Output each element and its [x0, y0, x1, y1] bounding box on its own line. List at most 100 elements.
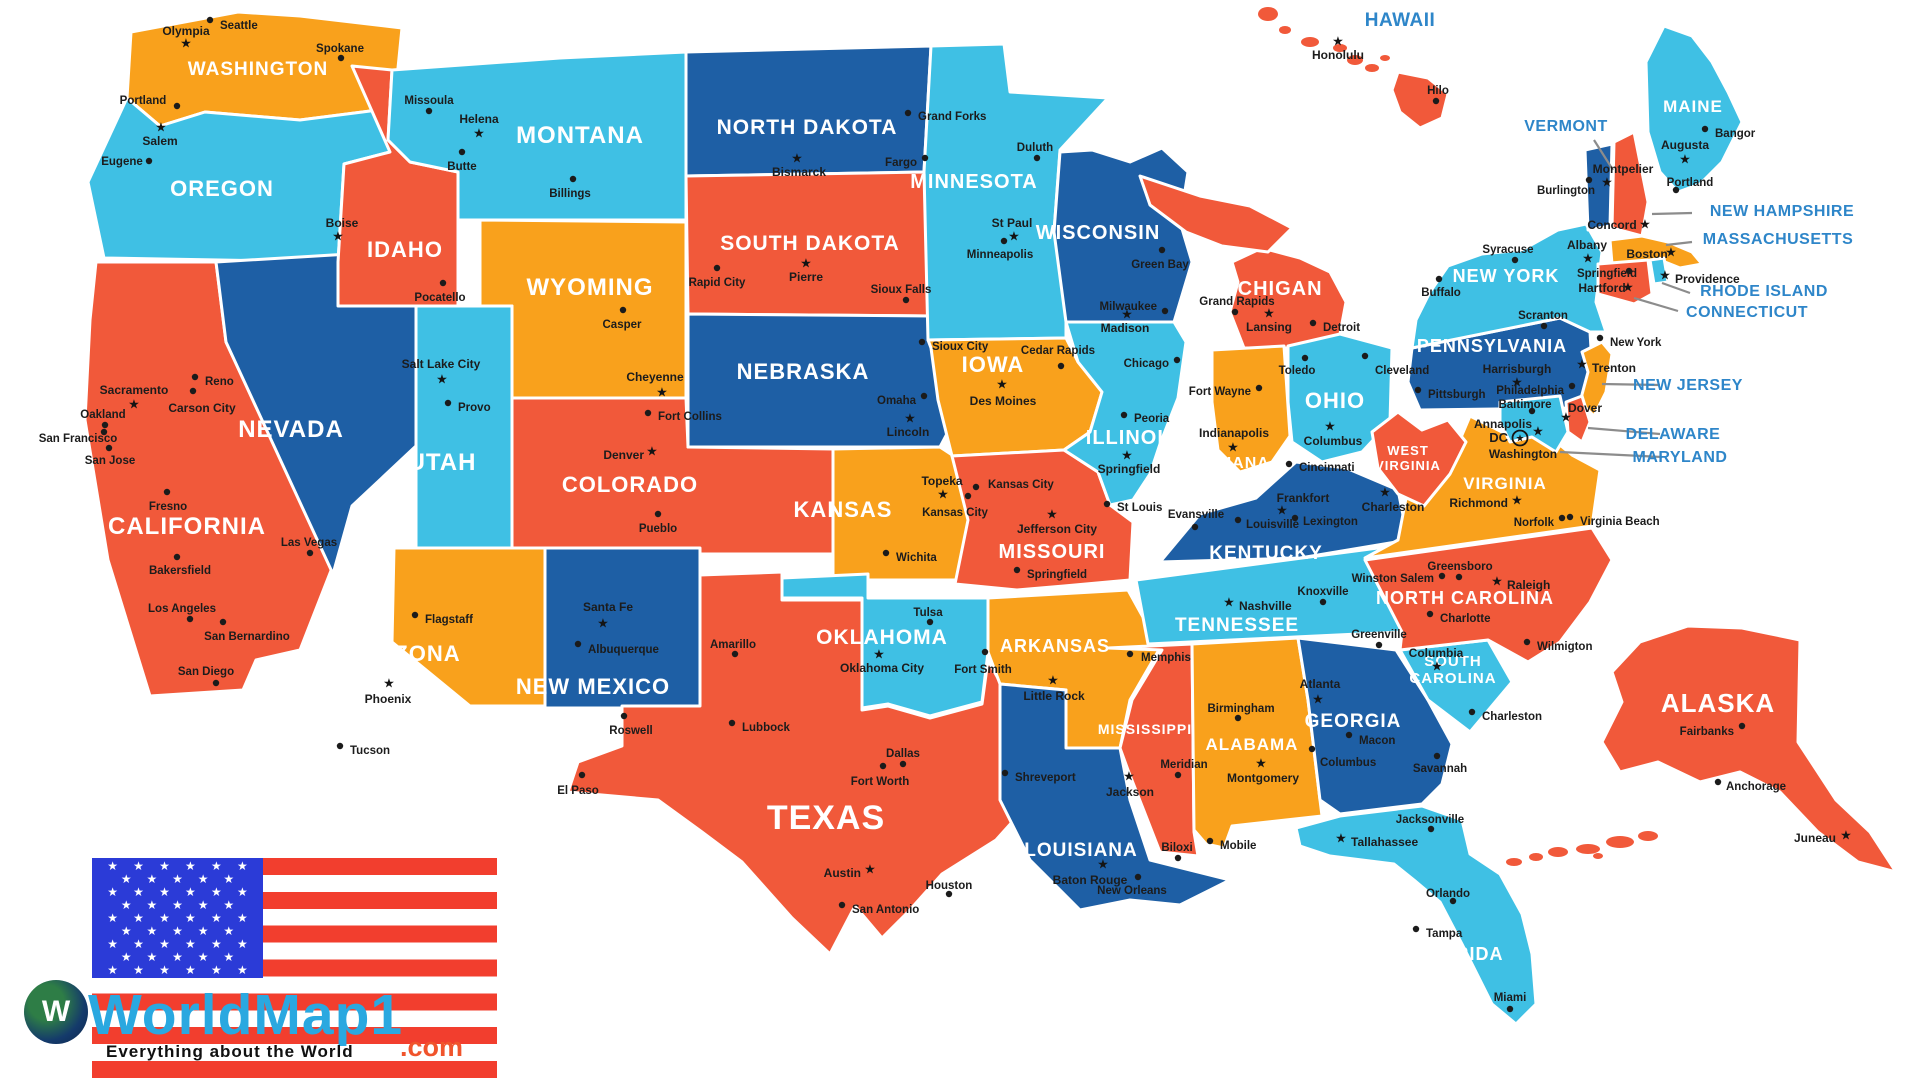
city-dot [1449, 897, 1457, 905]
city-dot [1432, 97, 1440, 105]
state-ut [414, 304, 514, 550]
island [1576, 844, 1600, 854]
state-me [1644, 24, 1744, 194]
city-label: Birmingham [1207, 703, 1274, 715]
state-label-nc: NORTH CAROLINA [1376, 588, 1554, 608]
flag-star-icon: ★ [146, 924, 158, 938]
city-dot [1158, 246, 1166, 254]
city-label: Bangor [1715, 128, 1756, 140]
capital-star: ★ [1379, 485, 1391, 500]
state-fl [1294, 804, 1538, 1026]
island [1529, 853, 1543, 861]
flag-star-row: ★ ★ ★ ★ ★ ★ [92, 937, 263, 951]
city-label: Knoxville [1297, 586, 1348, 598]
city-label: Helena [459, 112, 499, 126]
city-label: Butte [447, 161, 476, 173]
city-label: Boston [1626, 247, 1667, 261]
capital-star: ★ [1121, 448, 1133, 463]
city-label: Fairbanks [1680, 726, 1734, 738]
flag-star-icon: ★ [120, 898, 132, 912]
city-label: Savannah [1413, 763, 1467, 775]
state-label-ut: UTAH [408, 449, 477, 476]
city-label: Hartford [1578, 281, 1625, 295]
capital-star: ★ [1046, 507, 1058, 522]
city-dot [189, 387, 197, 395]
city-dot [921, 154, 929, 162]
city-label: New York [1610, 337, 1662, 349]
city-label: Evansville [1168, 509, 1224, 521]
city-dot [1013, 566, 1021, 574]
city-label: Topeka [921, 474, 962, 488]
city-dot [1468, 708, 1476, 716]
city-label: Kansas City [988, 479, 1054, 491]
flag-star-icon: ★ [107, 911, 118, 925]
city-dot [1120, 411, 1128, 419]
city-dot [1427, 825, 1435, 833]
flag-star-icon: ★ [120, 872, 132, 886]
flag-star-icon: ★ [223, 950, 235, 964]
flag-star-icon: ★ [146, 950, 158, 964]
city-dot [569, 175, 577, 183]
capital-star: ★ [332, 229, 344, 244]
capital-star: ★ [646, 444, 658, 459]
city-label: Sioux Falls [871, 284, 932, 296]
island [1301, 37, 1319, 47]
state-label-ks: KANSAS [794, 497, 893, 522]
island [1593, 853, 1603, 859]
island [1333, 44, 1347, 52]
city-label: Missoula [404, 95, 454, 107]
city-dot [620, 712, 628, 720]
flag-star-icon: ★ [211, 937, 222, 951]
flag-star-icon: ★ [211, 885, 222, 899]
city-label: Fort Wayne [1189, 386, 1251, 398]
state-ok [780, 572, 990, 718]
city-dot [219, 618, 227, 626]
city-label: Tallahassee [1351, 835, 1418, 849]
city-dot [1345, 731, 1353, 739]
flag-star-icon: ★ [159, 885, 170, 899]
city-label: Amarillo [710, 639, 756, 651]
capital-star: ★ [1335, 831, 1347, 846]
capital-star: ★ [1532, 424, 1544, 439]
city-label: Cheyenne [626, 370, 684, 384]
city-dot [1426, 610, 1434, 618]
flag-star-icon: ★ [236, 885, 248, 899]
flag-star-icon: ★ [172, 898, 183, 912]
city-dot [337, 54, 345, 62]
flag-star-icon: ★ [185, 963, 196, 977]
city-label: Lubbock [742, 722, 791, 734]
city-dot [731, 650, 739, 658]
city-label: Jefferson City [1017, 522, 1097, 536]
city-label: Bakersfield [149, 565, 211, 577]
flag-star-icon: ★ [159, 937, 170, 951]
city-dot [1568, 382, 1576, 390]
city-label: Tulsa [913, 607, 943, 619]
city-label: Billings [549, 188, 591, 200]
city-dot [1309, 319, 1317, 327]
flag-star-icon: ★ [172, 872, 183, 886]
city-label: Charlotte [1440, 613, 1490, 625]
city-label: Denver [603, 448, 644, 462]
city-label: Juneau [1794, 831, 1836, 845]
city-dot [186, 615, 194, 623]
capital-star: ★ [1255, 756, 1267, 771]
flag-star-icon: ★ [107, 937, 118, 951]
dc-circle [1511, 429, 1529, 447]
capital-star: ★ [1665, 245, 1677, 260]
city-dot [1000, 237, 1008, 245]
city-label: Santa Fe [583, 600, 633, 614]
flag-star-icon: ★ [211, 859, 222, 873]
capital-star: ★ [180, 36, 192, 51]
city-dot [1206, 837, 1214, 845]
city-label: Miami [1494, 992, 1527, 1004]
state-la [998, 682, 1232, 912]
city-label: Richmond [1449, 496, 1508, 510]
city-label: Peoria [1134, 413, 1170, 425]
city-label: Reno [205, 376, 234, 388]
city-label: Greenville [1351, 629, 1407, 641]
city-dot [1540, 322, 1548, 330]
city-label: Burlington [1537, 185, 1595, 197]
callout-line [1559, 450, 1663, 459]
city-label: Buffalo [1421, 287, 1461, 299]
city-label: Lexington [1303, 516, 1358, 528]
